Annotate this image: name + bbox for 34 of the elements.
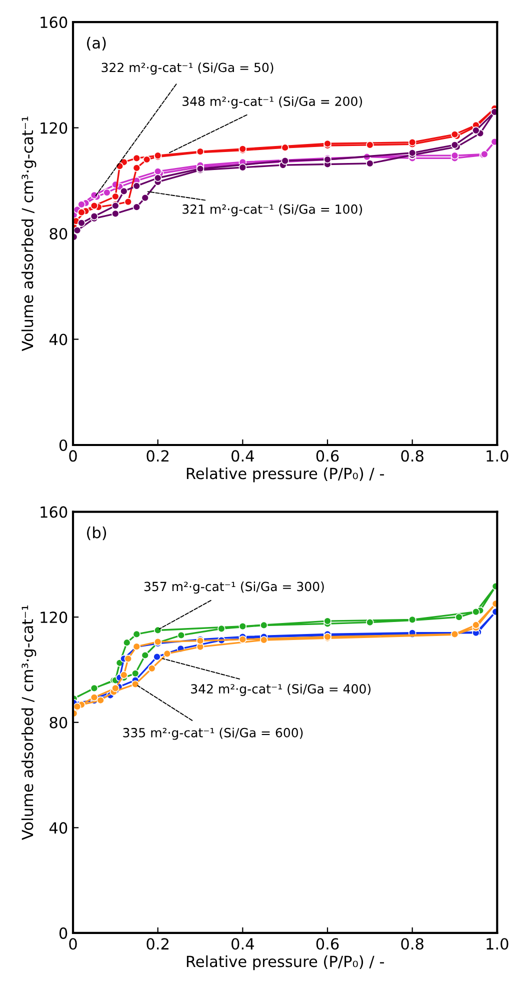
annotation: 342 m²·g-cat⁻¹ (Si/Ga = 400) — [191, 684, 370, 696]
y-tick-label: 40 — [49, 334, 68, 346]
x-tick-label: 0.8 — [401, 450, 424, 462]
x-axis-title: Relative pressure (P/P₀) / - — [186, 467, 384, 482]
annotation: (a) — [87, 36, 106, 50]
y-axis-title: Volume adsorbed / cm³·g-cat⁻¹ — [21, 606, 36, 840]
x-tick-label: 0.2 — [146, 938, 168, 950]
y-tick-label: 160 — [40, 506, 68, 518]
y-tick-label: 80 — [50, 716, 68, 728]
y-axis-title: Volume adsorbed / cm³·g-cat⁻¹ — [21, 116, 36, 352]
x-axis-title: Relative pressure (P/P₀) / - — [186, 955, 384, 970]
y-tick-label: 0 — [59, 439, 68, 452]
x-tick-label: 0.2 — [146, 450, 168, 462]
x-tick-label: 0.4 — [232, 450, 254, 462]
annotation: 348 m²·g-cat⁻¹ (Si/Ga = 200) — [182, 96, 362, 108]
y-tick-label: 40 — [49, 822, 68, 834]
annotation: 335 m²·g-cat⁻¹ (Si/Ga = 600) — [123, 728, 303, 740]
annotation: 321 m²·g-cat⁻¹ (Si/Ga = 100) — [182, 204, 362, 216]
y-tick-label: 0 — [59, 927, 68, 939]
x-tick-label: 0 — [69, 450, 77, 462]
annotation: 357 m²·g-cat⁻¹ (Si/Ga = 300) — [144, 582, 324, 594]
y-tick-label: 120 — [40, 612, 68, 624]
x-tick-label: 0.6 — [316, 938, 339, 950]
x-tick-label: 0.6 — [316, 450, 339, 462]
x-tick-label: 0.4 — [232, 938, 254, 950]
y-tick-label: 80 — [50, 228, 68, 240]
annotation: 322 m²·g-cat⁻¹ (Si/Ga = 50) — [102, 62, 274, 75]
annotation: (b) — [87, 526, 106, 540]
y-tick-label: 120 — [40, 122, 68, 134]
x-tick-label: 1.0 — [486, 450, 508, 462]
x-tick-label: 0.8 — [401, 938, 424, 950]
x-tick-label: 1.0 — [486, 938, 508, 950]
x-tick-label: 0 — [69, 938, 77, 950]
y-tick-label: 160 — [40, 16, 68, 28]
